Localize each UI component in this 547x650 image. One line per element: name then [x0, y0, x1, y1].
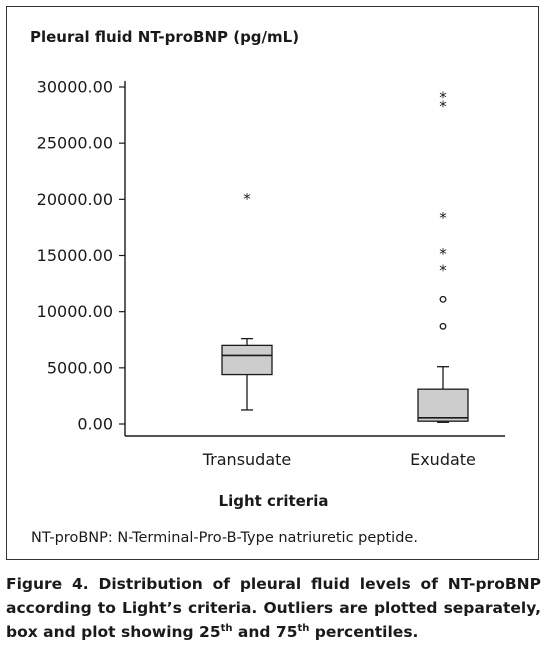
y-tick-label: 30000.00	[37, 78, 113, 97]
figure-caption: Figure 4. Distribution of pleural fluid …	[6, 572, 541, 644]
y-tick-label: 20000.00	[37, 190, 113, 209]
boxes: ******	[221, 89, 469, 423]
figure-frame	[6, 6, 539, 560]
y-tick-label: 5000.00	[47, 358, 113, 377]
caption-sup-2: th	[297, 622, 310, 634]
caption-text: Figure 4. Distribution of pleural fluid …	[6, 575, 541, 641]
y-axis-label: Pleural fluid NT-proBNP (pg/mL)	[30, 28, 300, 46]
outlier-star: *	[243, 190, 251, 208]
box-plot: 0.00 5000.00 10000.00 15000.00 20000.00 25000…	[37, 78, 505, 469]
y-tick-label: 10000.00	[37, 302, 113, 321]
caption-sup-1: th	[220, 622, 233, 634]
y-tick-label: 15000.00	[37, 246, 113, 265]
box-exudate: *****	[417, 89, 469, 423]
outlier-circle	[439, 322, 447, 330]
y-tick-label: 0.00	[77, 415, 113, 434]
outlier-star: *	[439, 209, 447, 227]
x-ticks: Transudate Exudate	[202, 450, 476, 469]
outlier-circle	[439, 295, 447, 303]
x-tick-label: Transudate	[202, 450, 292, 469]
x-axis-label: Light criteria	[218, 492, 329, 510]
iqr-box	[417, 388, 469, 422]
abbreviation-footnote: NT-proBNP: N-Terminal-Pro-B-Type natriur…	[31, 530, 418, 546]
x-tick-label: Exudate	[410, 450, 476, 469]
box-transudate: *	[221, 190, 273, 411]
outlier-star: *	[439, 98, 447, 116]
outlier-star: *	[439, 245, 447, 263]
y-tick-label: 25000.00	[37, 134, 113, 153]
y-ticks: 0.00 5000.00 10000.00 15000.00 20000.00 25000…	[37, 78, 125, 434]
outlier-star: *	[439, 89, 447, 107]
iqr-box	[221, 344, 273, 376]
outlier-star: *	[439, 262, 447, 280]
caption-text-end: percentiles.	[309, 623, 419, 641]
caption-text-mid: and 75	[232, 623, 298, 641]
